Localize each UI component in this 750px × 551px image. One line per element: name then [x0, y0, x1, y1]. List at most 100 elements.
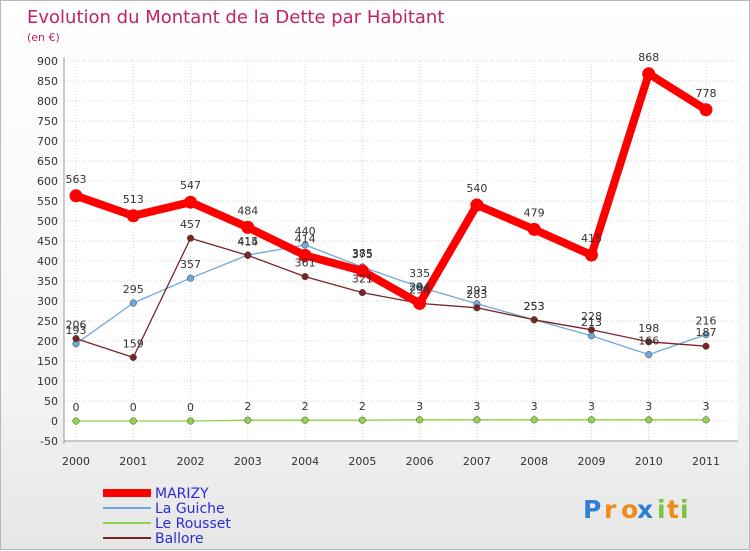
data-label: 361 [295, 257, 316, 270]
data-label: 3 [645, 400, 652, 413]
data-point [241, 220, 255, 234]
y-tick-label: 550 [37, 195, 58, 208]
y-tick-label: 150 [37, 355, 58, 368]
data-label: 2 [302, 400, 309, 413]
data-label: 414 [237, 235, 258, 248]
x-tick-label: 2005 [348, 455, 376, 468]
data-label: 294 [409, 280, 430, 293]
x-tick-label: 2006 [406, 455, 434, 468]
y-tick-label: 200 [37, 335, 58, 348]
x-tick-label: 2009 [577, 455, 605, 468]
y-tick-label: 350 [37, 275, 58, 288]
x-tick-label: 2008 [520, 455, 548, 468]
data-label: 3 [473, 400, 480, 413]
data-point [126, 209, 140, 223]
x-tick-label: 2007 [463, 455, 491, 468]
data-point [186, 234, 195, 242]
data-point [699, 103, 713, 117]
x-tick-label: 2001 [119, 455, 147, 468]
data-label: 440 [295, 225, 316, 238]
series-line-le-rousset [76, 419, 706, 422]
y-tick-label: 0 [51, 415, 58, 428]
data-point [702, 416, 710, 424]
y-tick-label: 450 [37, 235, 58, 248]
data-label: 159 [123, 337, 144, 350]
data-point [645, 351, 653, 359]
data-label: 868 [638, 51, 659, 64]
data-label: 479 [524, 206, 545, 219]
x-tick-label: 2000 [62, 455, 90, 468]
legend-label: MARIZY [155, 486, 209, 502]
data-point [244, 251, 252, 259]
y-tick-label: 400 [37, 255, 58, 268]
data-label: 484 [237, 204, 258, 217]
data-label: 563 [66, 173, 87, 186]
data-label: 253 [524, 300, 545, 313]
data-point [413, 296, 427, 310]
data-point [358, 289, 366, 297]
data-label: 547 [180, 179, 201, 192]
data-point [642, 67, 656, 81]
data-point [587, 416, 596, 424]
data-point [244, 416, 252, 424]
data-label: 228 [581, 310, 602, 323]
logo-letter: t [667, 495, 679, 524]
y-tick-label: 700 [37, 135, 58, 148]
y-tick-label: 100 [37, 375, 58, 388]
data-label: 3 [588, 400, 595, 413]
data-label: 385 [352, 247, 373, 260]
x-tick-label: 2011 [692, 455, 720, 468]
data-label: 295 [123, 283, 144, 296]
data-label: 321 [352, 273, 373, 286]
data-label: 414 [295, 232, 316, 245]
logo-letter: r [604, 495, 617, 524]
data-point [301, 241, 309, 249]
y-tick-label: 50 [44, 395, 58, 408]
y-tick-label: -50 [40, 435, 58, 448]
data-label: 294 [409, 283, 430, 296]
data-label: 216 [696, 315, 717, 328]
data-point [184, 195, 198, 209]
y-tick-label: 500 [37, 215, 58, 228]
y-tick-label: 800 [37, 95, 58, 108]
y-tick-label: 600 [37, 175, 58, 188]
data-label: 213 [581, 316, 602, 329]
data-point [186, 417, 195, 425]
series-line-la-guiche [75, 244, 707, 356]
data-label: 0 [130, 401, 137, 414]
logo-letter: o [621, 495, 638, 524]
legend-label: Le Rousset [155, 516, 231, 532]
data-point [301, 273, 309, 281]
series-line-marizy [74, 69, 709, 308]
data-label: 198 [638, 322, 659, 335]
data-label: 415 [237, 235, 258, 248]
data-point [72, 335, 80, 343]
chart-title: Evolution du Montant de la Dette par Hab… [27, 7, 444, 28]
data-label: 253 [524, 300, 545, 313]
x-tick-label: 2002 [177, 455, 205, 468]
logo-letter: i [657, 495, 666, 524]
data-label: 3 [416, 400, 423, 413]
y-tick-label: 250 [37, 315, 58, 328]
data-label: 0 [73, 401, 80, 414]
data-point [129, 417, 137, 425]
logo-letter: P [583, 495, 601, 524]
y-tick-label: 900 [37, 55, 58, 68]
data-point [358, 416, 366, 424]
data-label: 457 [180, 218, 201, 231]
data-point [584, 248, 598, 262]
data-label: 206 [66, 319, 87, 332]
data-point [645, 416, 653, 424]
data-label: 513 [123, 193, 144, 206]
data-point [645, 338, 653, 346]
data-label: 293 [466, 284, 487, 297]
data-point [587, 326, 596, 334]
data-point [301, 416, 309, 424]
data-label: 187 [696, 326, 717, 339]
x-tick-label: 2010 [635, 455, 663, 468]
y-tick-label: 850 [37, 75, 58, 88]
